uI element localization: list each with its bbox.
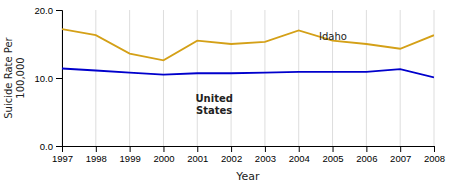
tick: 0.0 <box>40 141 62 152</box>
tick: 20.0 <box>35 5 63 16</box>
tick-mark <box>56 10 62 11</box>
plot: 1997 1998 1999 2000 2001 2002 2003 2004 2005 2006… <box>35 5 446 164</box>
tick-label: 1999 <box>120 153 141 164</box>
tick-label: 2003 <box>255 153 276 164</box>
grid-line <box>163 10 164 146</box>
tick-label: 2008 <box>424 153 445 164</box>
tick-mark <box>56 146 62 147</box>
tick-label: 2004 <box>289 153 310 164</box>
tick-label: 1997 <box>52 153 73 164</box>
tick-mark <box>434 146 435 152</box>
annotations: Idaho UnitedStates <box>195 31 346 116</box>
grid-line <box>400 10 401 146</box>
tick-mark <box>299 146 300 152</box>
tick: 1999 <box>120 146 141 164</box>
chart: 1997 1998 1999 2000 2001 2002 2003 2004 2005 2006… <box>0 0 450 184</box>
grid-line <box>231 10 232 146</box>
tick-mark <box>231 146 232 152</box>
tick-label: 2000 <box>153 153 174 164</box>
tick-label: 1998 <box>86 153 107 164</box>
annotation: UnitedStates <box>195 93 232 116</box>
tick-mark <box>130 146 131 152</box>
line <box>62 68 434 77</box>
tick-label: 2001 <box>187 153 208 164</box>
y-axis: 0.0 10.0 20.0 <box>35 5 63 152</box>
tick: 2001 <box>187 146 208 164</box>
tick: 10.0 <box>35 73 63 84</box>
tick-mark <box>56 78 62 79</box>
tick-label: 0.0 <box>40 141 53 152</box>
tick: 2004 <box>289 146 310 164</box>
grid-line <box>95 10 96 146</box>
tick: 2007 <box>390 146 411 164</box>
y-axis-title: Suicide Rate Per100,000 <box>3 36 26 118</box>
tick: 2000 <box>153 146 174 164</box>
tick-mark <box>96 146 97 152</box>
tick-mark <box>333 146 334 152</box>
grid-line <box>197 10 198 146</box>
grid-line <box>264 10 265 146</box>
tick-mark <box>197 146 198 152</box>
tick-mark <box>163 146 164 152</box>
tick: 2002 <box>221 146 242 164</box>
grid <box>62 10 434 146</box>
x-axis: 1997 1998 1999 2000 2001 2002 2003 2004 2005 2006… <box>52 146 445 164</box>
tick-label: 2005 <box>322 153 343 164</box>
tick: 2008 <box>424 146 445 164</box>
tick-label: 2006 <box>356 153 377 164</box>
tick-mark <box>366 146 367 152</box>
tick: 2005 <box>322 146 343 164</box>
tick: 2006 <box>356 146 377 164</box>
grid-line <box>129 10 130 146</box>
tick-mark <box>265 146 266 152</box>
tick-label: 2002 <box>221 153 242 164</box>
annotation: Idaho <box>319 31 347 42</box>
grid-line <box>366 10 367 146</box>
tick-label: 10.0 <box>35 73 54 84</box>
tick-label: 2007 <box>390 153 411 164</box>
tick: 2003 <box>255 146 276 164</box>
line <box>62 29 434 60</box>
x-axis-title: Year <box>235 170 260 183</box>
lines <box>62 29 434 77</box>
tick-mark <box>400 146 401 152</box>
axis-line <box>63 147 435 153</box>
tick-label: 20.0 <box>35 5 54 16</box>
tick: 1997 <box>52 146 73 164</box>
axis-line <box>56 11 63 147</box>
tick: 1998 <box>86 146 107 164</box>
